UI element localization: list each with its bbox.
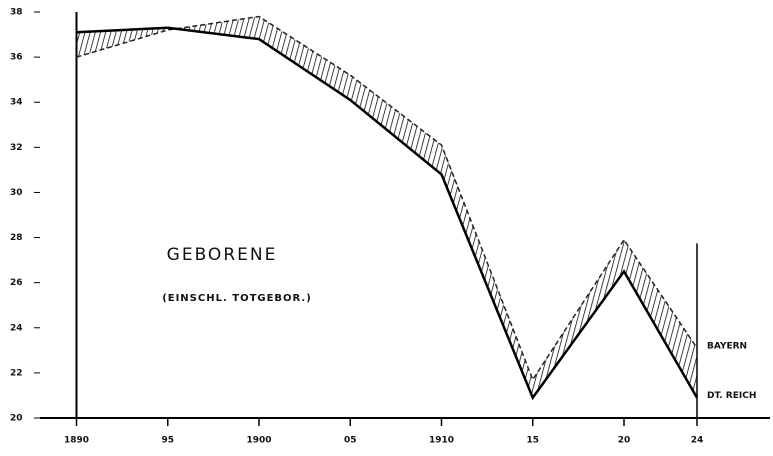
y-tick-label: 28 [10, 233, 23, 243]
y-tick-label: 24 [10, 323, 23, 333]
y-tick-label: 36 [10, 53, 23, 63]
legend-label: BAYERN [707, 342, 747, 352]
y-tick-label: 22 [10, 368, 23, 378]
legend-label: DT. REICH [707, 391, 756, 401]
chart-subtitle: (EINSCHL. TOTGEBOR.) [162, 293, 312, 304]
line [76, 26, 699, 401]
x-tick-label: 05 [344, 436, 357, 446]
x-tick-label: 1910 [429, 436, 454, 446]
y-tick-label: 26 [10, 278, 23, 288]
x-tick-label: 15 [526, 436, 539, 446]
y-tick-label: 30 [10, 188, 23, 198]
x-tick-label: 24 [691, 436, 704, 446]
x-tick-label: 1890 [64, 436, 89, 446]
line [76, 15, 698, 382]
y-tick-label: 20 [10, 414, 23, 424]
chart-title: GEBORENE [167, 245, 278, 265]
y-tick-label: 38 [10, 8, 23, 18]
x-tick-label: 95 [161, 436, 174, 446]
y-tick-label: 32 [10, 143, 23, 153]
x-tick-label: 1900 [246, 436, 271, 446]
band [76, 16, 697, 398]
y-tick-label: 34 [10, 98, 23, 108]
x-tick-label: 20 [618, 436, 631, 446]
